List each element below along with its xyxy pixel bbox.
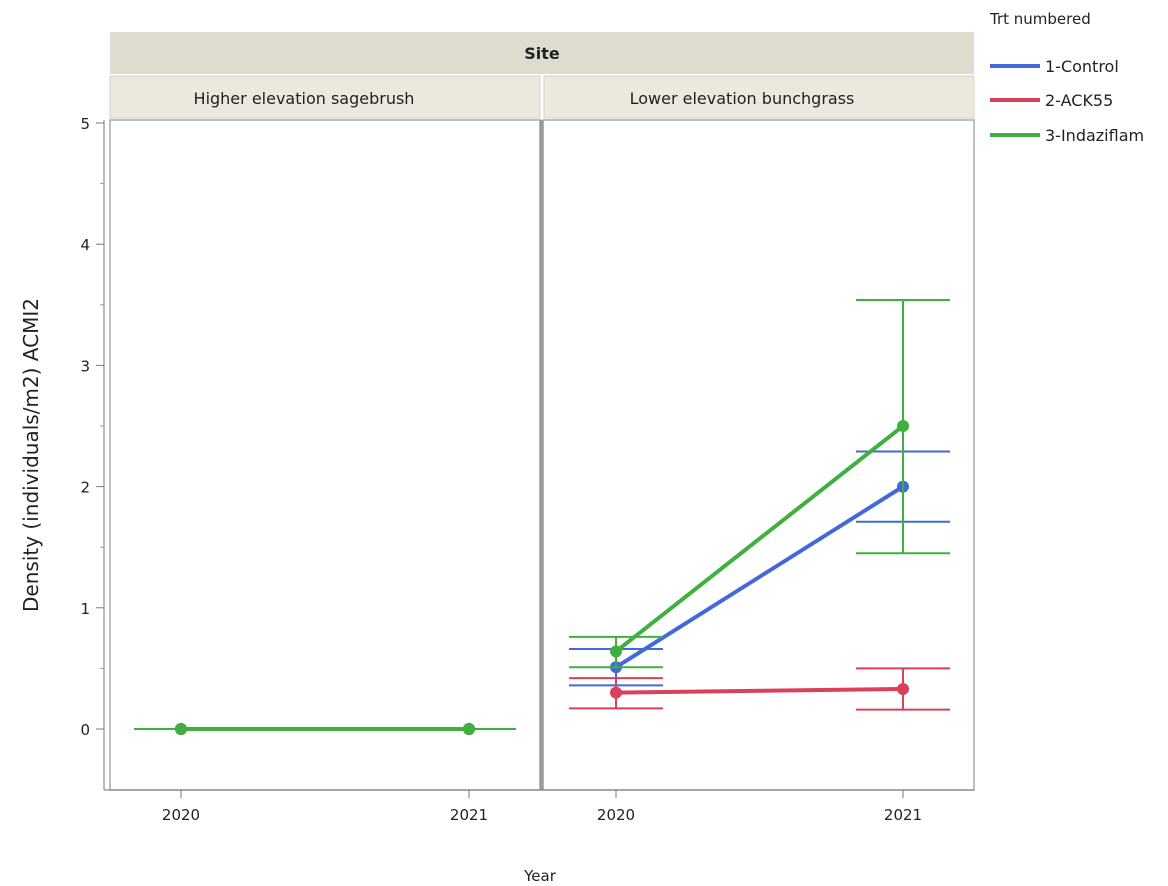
x-tick-label: 2020 [597,806,635,824]
legend-label-control: 1-Control [1045,57,1119,76]
y-tick-label: 0 [80,721,90,739]
legend: Trt numbered 1-Control 2-ACK55 3-Indazif… [989,10,1144,145]
y-tick-label: 1 [80,600,90,618]
legend-label-indaziflam: 3-Indaziflam [1045,126,1144,145]
legend-label-ack55: 2-ACK55 [1045,91,1113,110]
panel-strip-1 [109,75,541,119]
data-point [897,683,909,696]
y-tick-label: 3 [80,357,90,375]
panel-title-1: Higher elevation sagebrush [194,89,415,108]
series-line [614,484,905,669]
legend-title: Trt numbered [989,10,1091,28]
panel-title-2: Lower elevation bunchgrass [630,89,855,108]
y-tick-label: 2 [80,479,90,497]
panel-strip-2 [543,75,975,119]
series-line [614,424,905,654]
y-axis-title: Density (individuals/m2) ACMI2 [19,298,43,612]
data-point [175,723,187,735]
data-point [897,420,909,432]
series-line [615,687,904,695]
data-point [610,645,622,658]
x-axis-title: Year [523,867,557,885]
x-tick-label: 2021 [450,806,488,824]
x-tick-label: 2020 [162,806,200,824]
x-axis-ticks: 2020 2021 2020 2021 [162,790,922,824]
facet-title-strip [110,32,974,74]
y-tick-label: 5 [80,115,90,133]
facet-title: Site [524,44,560,63]
data-point [610,686,622,699]
panel-2-plot [569,298,950,711]
panel-frame-1 [109,119,541,791]
data-point [463,723,475,735]
y-tick-label: 4 [80,236,90,254]
y-axis-ticks: 0 1 2 3 4 5 [80,115,104,739]
x-tick-label: 2021 [884,806,922,824]
panel-1-plot [134,723,516,735]
